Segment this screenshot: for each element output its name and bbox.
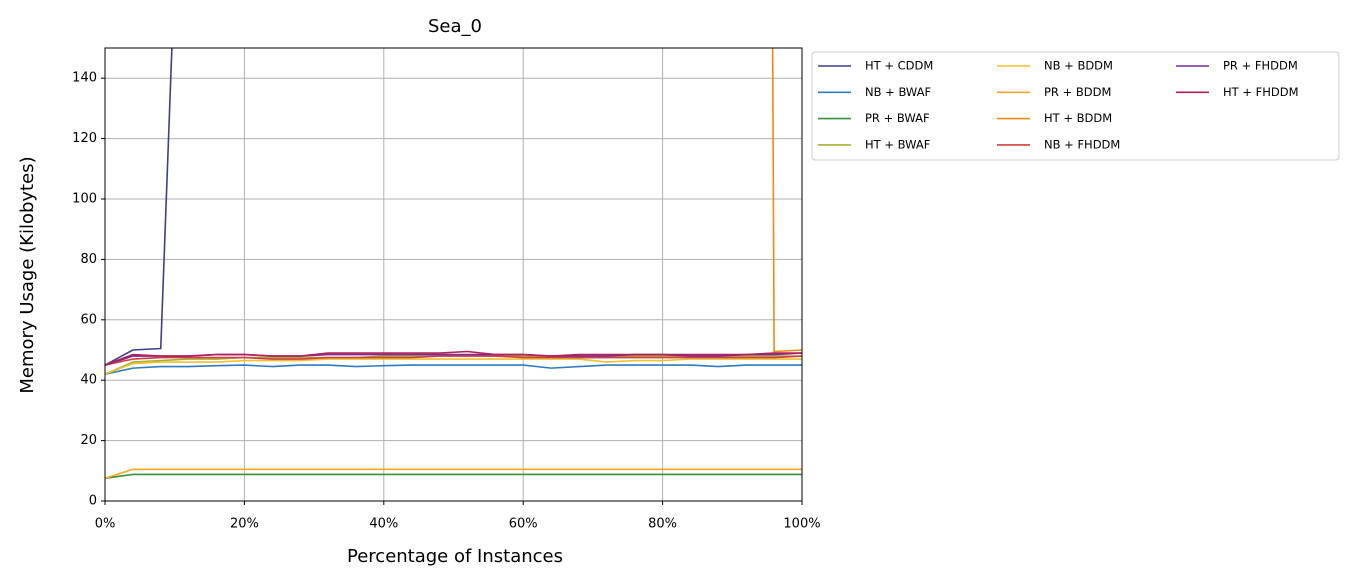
y-tick-label: 80 <box>80 252 97 267</box>
grid <box>101 48 803 505</box>
y-tick-label: 100 <box>72 192 97 207</box>
legend-label: HT + FHDDM <box>1223 85 1299 99</box>
series-line <box>105 355 802 366</box>
x-tick-label: 60% <box>509 517 538 532</box>
series-line <box>105 468 802 480</box>
x-tick-label: 20% <box>230 517 259 532</box>
y-tick-label: 20 <box>80 433 97 448</box>
legend: HT + CDDM NB + BWAF PR + BWAF HT + BWAF NB +… <box>818 59 1299 151</box>
x-tick-label: 0% <box>95 517 116 532</box>
x-axis-label: Percentage of Instances <box>347 546 563 567</box>
plot-lines <box>105 48 802 480</box>
legend-label: HT + BWAF <box>865 137 930 151</box>
y-tick-label: 60 <box>80 312 97 327</box>
series-line <box>105 473 802 480</box>
x-tick-label: 80% <box>648 517 677 532</box>
series-line <box>105 48 173 366</box>
y-tick-label: 120 <box>72 131 97 146</box>
x-tick-label: 100% <box>783 517 820 532</box>
y-tick-label: 0 <box>89 494 97 509</box>
legend-label: NB + BWAF <box>865 85 931 99</box>
series-line <box>771 48 802 353</box>
legend-label: NB + FHDDM <box>1044 137 1120 151</box>
y-tick-label: 140 <box>72 71 97 86</box>
legend-box <box>811 51 1340 161</box>
chart-title: Sea_0 <box>428 16 482 37</box>
y-tick-label: 40 <box>80 373 97 388</box>
legend-label: PR + BDDM <box>1044 85 1111 99</box>
y-axis-label: Memory Usage (Kilobytes) <box>17 156 38 393</box>
series-line <box>105 350 802 366</box>
plot-frame <box>104 47 803 502</box>
legend-label: HT + CDDM <box>865 59 933 73</box>
series-line <box>105 364 802 375</box>
series-line <box>105 358 802 375</box>
legend-label: HT + BDDM <box>1044 111 1112 125</box>
legend-label: PR + FHDDM <box>1223 59 1298 73</box>
x-tick-label: 40% <box>369 517 398 532</box>
legend-label: PR + BWAF <box>865 111 930 125</box>
legend-label: NB + BDDM <box>1044 59 1113 73</box>
